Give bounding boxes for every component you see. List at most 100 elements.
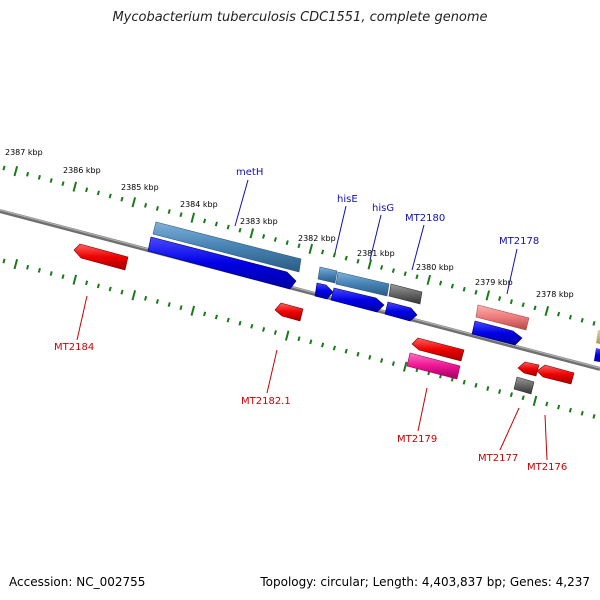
minor-tick xyxy=(474,382,478,388)
major-tick xyxy=(544,305,550,317)
gene-hisE-cds[interactable] xyxy=(314,282,334,300)
gene-label-MT2184[interactable]: MT2184 xyxy=(54,342,94,353)
major-tick xyxy=(532,395,538,406)
lower-label-connectors xyxy=(76,295,548,461)
minor-tick xyxy=(321,342,325,348)
kbp-label: 2381 kbp xyxy=(357,249,395,258)
kbp-label: 2383 kbp xyxy=(240,217,278,226)
minor-tick xyxy=(203,218,207,224)
gene-hisG-cds[interactable] xyxy=(330,287,385,313)
minor-tick xyxy=(403,271,407,277)
gene-MT2180-feature[interactable] xyxy=(388,283,423,305)
minor-tick xyxy=(580,410,584,416)
minor-tick xyxy=(26,264,30,270)
gene-metH-cds[interactable] xyxy=(147,236,297,290)
minor-tick xyxy=(2,258,6,264)
minor-tick xyxy=(49,271,53,276)
kbp-label: 2378 kbp xyxy=(536,290,574,299)
minor-tick xyxy=(155,206,159,211)
minor-tick xyxy=(568,407,572,413)
gene-label-MT2180[interactable]: MT2180 xyxy=(405,213,445,224)
major-tick xyxy=(190,305,196,316)
gene-MT2176[interactable] xyxy=(536,364,575,385)
minor-tick xyxy=(297,336,301,342)
minor-tick xyxy=(509,299,513,305)
genome-backbone-highlight xyxy=(0,209,600,369)
minor-tick xyxy=(2,165,6,171)
major-tick xyxy=(72,274,78,285)
gene-MT2179[interactable] xyxy=(406,352,461,380)
gene-MT2180-cds[interactable] xyxy=(384,301,418,322)
gene-label-MT2176[interactable]: MT2176 xyxy=(527,462,567,473)
minor-tick xyxy=(262,327,266,332)
minor-tick xyxy=(285,240,289,246)
gene-label-MT2177[interactable]: MT2177 xyxy=(478,453,518,464)
gene-hisG-feature[interactable] xyxy=(335,271,390,297)
minor-tick xyxy=(155,299,159,304)
gene-label-hisG[interactable]: hisG xyxy=(372,203,394,214)
kbp-label: 2379 kbp xyxy=(475,278,513,287)
kbp-label: 2382 kbp xyxy=(298,234,336,243)
minor-tick xyxy=(332,252,336,258)
minor-tick xyxy=(309,339,313,345)
gene-label-MT2179[interactable]: MT2179 xyxy=(397,434,437,445)
major-tick xyxy=(426,274,432,286)
kbp-label: 2387 kbp xyxy=(5,148,43,157)
major-tick xyxy=(131,197,137,208)
minor-tick xyxy=(509,392,513,398)
minor-tick xyxy=(380,358,384,363)
minor-tick xyxy=(321,249,325,255)
upper-scale-ticks xyxy=(2,165,596,326)
minor-tick xyxy=(226,317,230,323)
minor-tick xyxy=(557,311,561,317)
gene-metH-feature[interactable] xyxy=(152,221,302,273)
minor-tick xyxy=(592,414,596,419)
gene-MT2177[interactable] xyxy=(513,376,535,395)
gene-label-MT2178[interactable]: MT2178 xyxy=(499,236,539,247)
minor-tick xyxy=(37,267,41,273)
major-tick xyxy=(367,259,373,270)
minor-tick xyxy=(37,174,41,180)
minor-tick xyxy=(368,355,372,360)
gene-edge-olive-feature[interactable] xyxy=(596,330,600,344)
minor-tick xyxy=(545,401,549,407)
major-tick xyxy=(485,290,491,301)
minor-tick xyxy=(108,286,112,292)
major-tick xyxy=(249,228,255,239)
gene-edge-blue-cds[interactable] xyxy=(594,348,600,362)
major-tick xyxy=(190,212,196,223)
gene-MT2179-upper[interactable] xyxy=(411,337,465,362)
gene-MT2178-feature[interactable] xyxy=(475,304,530,331)
minor-tick xyxy=(498,296,502,301)
kbp-label: 2384 kbp xyxy=(180,200,218,209)
minor-tick xyxy=(61,274,65,279)
minor-tick xyxy=(96,283,100,289)
major-tick xyxy=(13,166,19,177)
minor-tick xyxy=(96,190,100,196)
gene-label-MT2182-1[interactable]: MT2182.1 xyxy=(241,396,291,407)
minor-tick xyxy=(179,305,183,311)
gene-MT2184[interactable] xyxy=(73,243,129,271)
major-tick xyxy=(72,181,78,192)
minor-tick xyxy=(344,348,348,354)
gene-MT2182-1[interactable] xyxy=(274,302,304,322)
genome-backbone xyxy=(0,209,600,371)
minor-tick xyxy=(592,321,596,326)
gene-MT2177-upper[interactable] xyxy=(517,361,540,377)
major-tick xyxy=(402,361,408,372)
accession-text: Accession: NC_002755 xyxy=(9,575,146,589)
gene-MT2178-cds[interactable] xyxy=(471,320,523,346)
minor-tick xyxy=(533,305,537,311)
minor-tick xyxy=(439,280,443,286)
gene-label-metH[interactable]: metH xyxy=(236,167,263,178)
minor-tick xyxy=(521,302,525,308)
gene-hisE-feature[interactable] xyxy=(317,266,338,284)
major-tick xyxy=(13,259,19,270)
minor-tick xyxy=(167,209,171,214)
minor-tick xyxy=(391,361,395,366)
minor-tick xyxy=(238,320,242,326)
minor-tick xyxy=(85,280,89,286)
gene-label-hisE[interactable]: hisE xyxy=(337,194,358,205)
minor-tick xyxy=(332,345,336,351)
